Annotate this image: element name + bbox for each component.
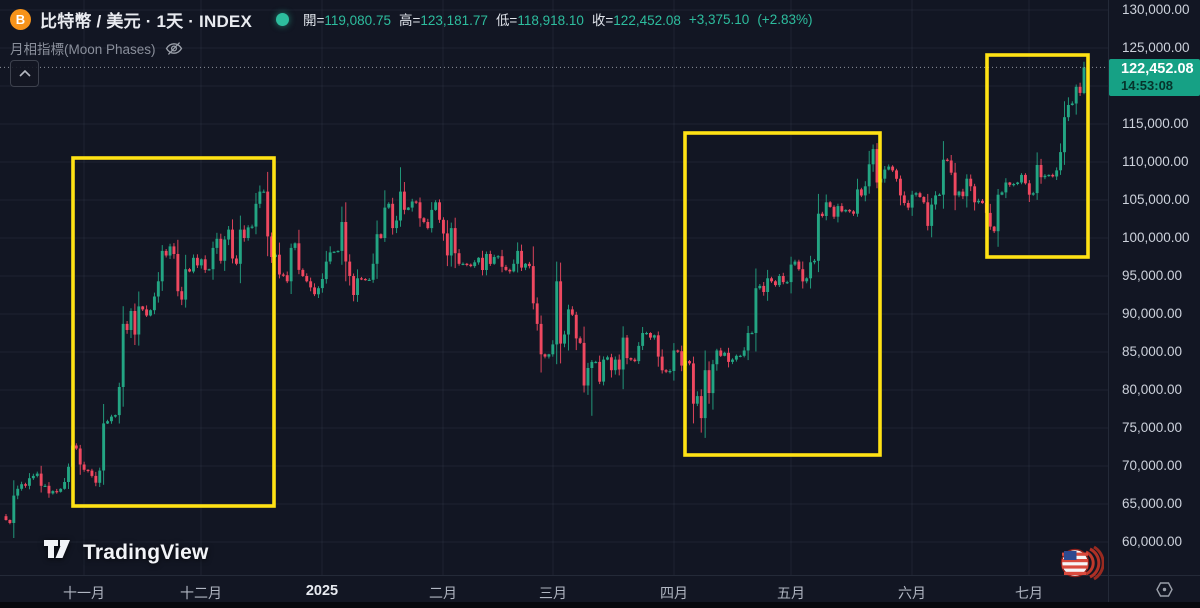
time-tick-label[interactable]: 七月 <box>1015 585 1043 601</box>
time-tick-label[interactable]: 十二月 <box>180 585 222 601</box>
time-tick-label[interactable]: 十一月 <box>63 585 105 601</box>
open-value: 119,080.75 <box>324 13 391 28</box>
high-label: 高= <box>398 13 421 28</box>
price-tick-label: 65,000.00 <box>1122 496 1183 511</box>
symbol-legend-row: B 比特幣 / 美元 · 1天 · INDEX 開=119,080.75 高=1… <box>10 6 820 32</box>
open-label: 開= <box>303 13 325 28</box>
bar-close-countdown: 14:53:08 <box>1121 78 1174 94</box>
low-label: 低= <box>495 13 518 28</box>
highlight-rectangle-2[interactable] <box>683 131 882 457</box>
time-tick-label[interactable]: 五月 <box>777 585 805 601</box>
price-tick-label: 95,000.00 <box>1122 268 1183 283</box>
time-tick-label[interactable]: 三月 <box>539 585 567 601</box>
market-status-dot <box>276 12 289 26</box>
price-tick-label: 85,000.00 <box>1122 344 1183 359</box>
current-price-badge: 122,452.08 14:53:08 <box>1109 59 1200 97</box>
price-tick-label: 80,000.00 <box>1122 382 1183 397</box>
chart-legend: B 比特幣 / 美元 · 1天 · INDEX 開=119,080.75 高=1… <box>10 6 820 87</box>
tradingview-logo-icon <box>44 540 70 558</box>
indicator-label[interactable]: 月相指標(Moon Phases) <box>10 42 156 57</box>
low-value: 118,918.10 <box>517 13 584 28</box>
eye-off-icon[interactable] <box>165 41 183 56</box>
price-tick-label: 115,000.00 <box>1122 116 1189 131</box>
tradingview-logo[interactable]: TradingView <box>44 540 209 565</box>
symbol-title[interactable]: 比特幣 / 美元 · 1天 · INDEX <box>40 11 252 31</box>
window-bottom-edge <box>0 602 1200 608</box>
time-tick-label[interactable]: 六月 <box>898 585 926 601</box>
change-value: +3,375.10 <box>688 11 750 27</box>
time-tick-label[interactable]: 四月 <box>660 585 688 601</box>
us-flag-sticker <box>1058 544 1105 587</box>
candles <box>4 61 1086 538</box>
close-value: 122,452.08 <box>613 13 681 28</box>
price-tick-label: 90,000.00 <box>1122 306 1183 321</box>
time-tick-label[interactable]: 2025 <box>305 583 339 599</box>
chevron-up-icon <box>18 70 31 77</box>
ohlc-readout: 開=119,080.75 高=123,181.77 低=118,918.10 收… <box>303 9 820 29</box>
highlight-rectangle-1[interactable] <box>71 156 276 508</box>
collapse-legend-button[interactable] <box>10 60 39 87</box>
price-tick-label: 60,000.00 <box>1122 534 1183 549</box>
price-tick-label: 70,000.00 <box>1122 458 1183 473</box>
highlight-rectangle-3[interactable] <box>985 53 1090 259</box>
price-tick-label: 75,000.00 <box>1122 420 1183 435</box>
tradingview-logo-text: TradingView <box>83 540 209 564</box>
price-tick-label: 125,000.00 <box>1122 40 1190 55</box>
bitcoin-icon: B <box>10 8 31 30</box>
high-value: 123,181.77 <box>420 13 488 28</box>
price-tick-label: 105,000.00 <box>1122 192 1190 207</box>
price-tick-label: 130,000.00 <box>1122 2 1190 17</box>
candlestick-chart-canvas[interactable] <box>0 0 1108 575</box>
time-tick-label[interactable]: 二月 <box>429 585 457 601</box>
price-tick-label: 100,000.00 <box>1122 230 1190 245</box>
grid-lines <box>0 0 1108 575</box>
price-tick-label: 110,000.00 <box>1122 154 1189 169</box>
close-label: 收= <box>591 13 614 28</box>
price-scale-settings-icon[interactable] <box>1155 580 1174 604</box>
change-percent: (+2.83%) <box>757 11 813 27</box>
current-price-value: 122,452.08 <box>1121 61 1194 78</box>
indicator-legend-row: 月相指標(Moon Phases) <box>10 39 820 57</box>
